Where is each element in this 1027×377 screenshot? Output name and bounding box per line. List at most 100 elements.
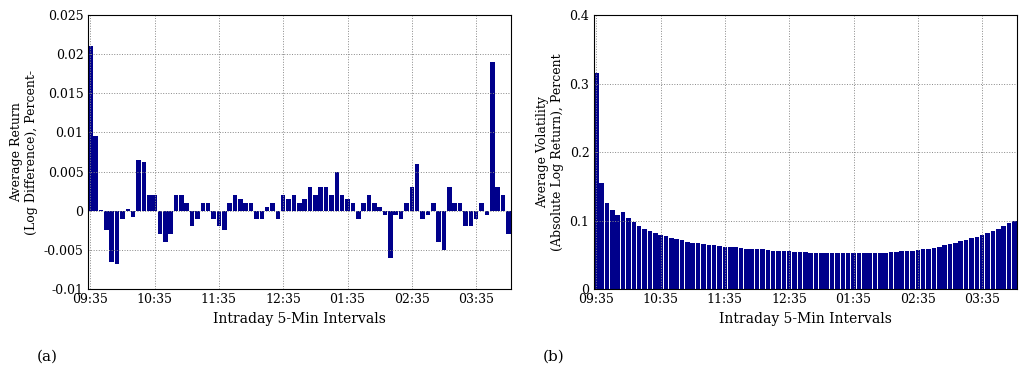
Bar [205,203,211,211]
Bar [447,187,452,211]
Bar [330,195,334,211]
Bar [340,195,344,211]
Bar [463,211,467,227]
Bar [701,244,706,289]
Bar [190,211,194,227]
Bar [243,203,248,211]
Bar [147,195,152,211]
Bar [948,244,952,289]
Bar [862,253,867,289]
Bar [163,211,167,242]
Bar [787,251,792,289]
X-axis label: Intraday 5-Min Intervals: Intraday 5-Min Intervals [213,312,386,326]
Bar [738,248,744,289]
Bar [415,164,419,211]
Bar [254,211,259,219]
Bar [953,242,957,289]
Bar [782,251,786,289]
Bar [275,211,280,219]
Bar [771,251,775,289]
Bar [130,211,136,217]
Bar [1006,223,1012,289]
Bar [270,203,275,211]
Bar [367,195,371,211]
Bar [473,211,479,219]
X-axis label: Intraday 5-Min Intervals: Intraday 5-Min Intervals [719,312,891,326]
Bar [388,211,392,258]
Bar [260,211,264,219]
Bar [851,253,855,289]
Bar [453,203,457,211]
Bar [227,203,232,211]
Bar [88,46,92,211]
Bar [637,226,642,289]
Bar [996,229,1000,289]
Bar [690,242,695,289]
Bar [442,211,447,250]
Bar [776,251,781,289]
Bar [707,245,711,289]
Bar [680,241,684,289]
Bar [200,203,205,211]
Bar [249,203,254,211]
Bar [485,211,489,215]
Bar [125,209,130,211]
Bar [830,253,834,289]
Bar [281,195,286,211]
Bar [723,247,727,289]
Bar [115,211,119,264]
Bar [675,239,679,289]
Bar [910,251,915,289]
Bar [905,251,909,289]
Bar [615,215,620,289]
Bar [1001,226,1005,289]
Bar [120,211,124,219]
Bar [820,253,824,289]
Bar [648,231,652,289]
Bar [99,210,104,211]
Bar [883,253,888,289]
Bar [600,183,604,289]
Text: (b): (b) [543,349,565,363]
Bar [174,195,179,211]
Bar [916,250,920,289]
Bar [345,199,350,211]
Bar [840,253,845,289]
Bar [350,203,355,211]
Text: (a): (a) [37,349,58,363]
Bar [185,203,189,211]
Bar [712,245,717,289]
Bar [152,195,157,211]
Bar [495,187,500,211]
Bar [287,199,291,211]
Bar [943,245,947,289]
Bar [425,211,430,215]
Bar [383,211,387,215]
Bar [765,250,770,289]
Bar [717,246,722,289]
Bar [377,207,382,211]
Bar [142,162,146,211]
Bar [813,253,819,289]
Bar [626,218,631,289]
Bar [594,73,599,289]
Bar [110,211,114,262]
Bar [158,211,162,234]
Bar [168,211,173,234]
Bar [733,247,738,289]
Y-axis label: Average Return
(Log Difference), Percent-: Average Return (Log Difference), Percent… [10,70,38,234]
Bar [980,235,985,289]
Bar [605,204,609,289]
Bar [233,195,237,211]
Bar [292,195,296,211]
Bar [663,236,669,289]
Bar [410,187,414,211]
Bar [900,251,904,289]
Bar [873,253,877,289]
Bar [324,187,329,211]
Bar [857,253,862,289]
Bar [669,238,674,289]
Bar [297,203,302,211]
Bar [658,235,662,289]
Bar [238,199,242,211]
